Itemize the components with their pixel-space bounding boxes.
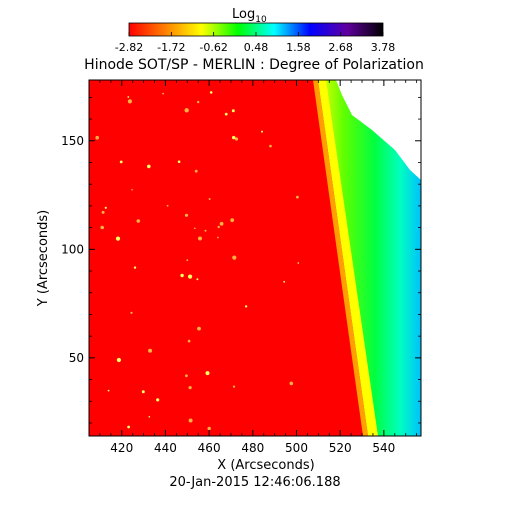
- bright-point: [289, 381, 294, 386]
- bright-point: [147, 164, 151, 169]
- bright-point: [177, 160, 181, 163]
- bright-point: [194, 169, 198, 173]
- bright-point: [115, 236, 121, 241]
- bright-point: [269, 144, 272, 148]
- plot-area: [89, 80, 421, 436]
- bright-point: [196, 278, 199, 281]
- bright-point: [104, 206, 107, 209]
- colorbar-tick-label: -1.72: [157, 41, 185, 54]
- bright-point: [188, 274, 193, 279]
- bright-point: [217, 236, 219, 239]
- bright-point: [208, 198, 211, 200]
- bright-point: [204, 229, 207, 232]
- y-tick-label: 50: [69, 351, 84, 365]
- y-axis-ticks: 50 100 150: [61, 96, 421, 424]
- bright-points: [95, 91, 300, 431]
- x-axis-ticks: 420 440 460 480 500 520 540: [99, 80, 418, 455]
- bright-point: [131, 189, 133, 191]
- bright-point: [184, 213, 189, 217]
- bright-point: [232, 385, 236, 388]
- bright-point: [184, 108, 189, 113]
- bright-point: [95, 135, 99, 140]
- colorbar-tick-label: 0.48: [244, 41, 269, 54]
- x-tick-label: 460: [198, 441, 221, 455]
- bright-point: [180, 273, 184, 278]
- bright-point: [207, 426, 211, 431]
- bright-point: [232, 255, 237, 260]
- bright-point: [101, 210, 105, 214]
- bright-point: [156, 398, 160, 402]
- bright-point: [136, 219, 141, 223]
- limb-orange-edge: [313, 80, 368, 436]
- bright-point: [194, 227, 196, 230]
- colorbar-tick-label: 3.78: [371, 41, 396, 54]
- x-tick-label: 520: [329, 441, 352, 455]
- bright-point: [232, 135, 236, 140]
- bright-point: [224, 112, 228, 116]
- colorbar-tick-label: -2.82: [115, 41, 143, 54]
- bright-point: [283, 280, 286, 283]
- bright-point: [127, 425, 130, 429]
- colorbar-title: Log10: [232, 7, 267, 25]
- x-tick-label: 540: [372, 441, 395, 455]
- bright-point: [230, 218, 235, 223]
- x-tick-label: 440: [154, 441, 177, 455]
- off-limb-gap: [336, 80, 421, 180]
- bright-point: [100, 225, 104, 230]
- bright-point: [261, 130, 263, 133]
- bright-point: [141, 390, 145, 394]
- bright-point: [296, 195, 299, 199]
- bright-point: [188, 418, 193, 423]
- bright-point: [297, 262, 300, 264]
- bright-point: [198, 236, 202, 241]
- bright-point: [186, 259, 189, 262]
- bright-point: [187, 339, 191, 343]
- bright-point: [188, 386, 192, 390]
- timestamp: 20-Jan-2015 12:46:06.188: [169, 475, 340, 490]
- colorbar-tick-label: 1.58: [286, 41, 311, 54]
- bright-point: [231, 109, 235, 113]
- bright-point: [148, 416, 151, 418]
- bright-point: [127, 96, 130, 98]
- bright-point: [162, 92, 165, 95]
- bright-point: [166, 204, 169, 207]
- bright-point: [205, 371, 210, 376]
- bright-point: [116, 357, 121, 363]
- bright-point: [119, 160, 123, 164]
- y-tick-label: 100: [61, 242, 84, 256]
- colorbar-tick-label: 2.68: [328, 41, 353, 54]
- bright-point: [133, 266, 137, 269]
- x-tick-label: 480: [241, 441, 264, 455]
- limb-bright-band: [318, 80, 378, 436]
- bright-point: [130, 311, 133, 314]
- bright-point: [244, 305, 248, 308]
- off-limb-region: [318, 80, 421, 436]
- bright-point: [148, 348, 153, 353]
- bright-point: [217, 225, 220, 229]
- y-axis-label: Y (Arcseconds): [36, 210, 51, 307]
- colorbar-tick-label: -0.62: [199, 41, 227, 54]
- x-tick-label: 500: [285, 441, 308, 455]
- bright-point: [197, 100, 200, 104]
- x-tick-label: 420: [110, 441, 133, 455]
- bright-point: [107, 389, 110, 392]
- plot-frame: [88, 79, 422, 437]
- bright-point: [197, 326, 201, 331]
- chart-title: Hinode SOT/SP - MERLIN : Degree of Polar…: [84, 57, 424, 73]
- y-tick-label: 150: [61, 134, 84, 148]
- colorbar-ticks: -2.82 -1.72 -0.62 0.48 1.58 2.68 3.78: [115, 32, 395, 54]
- bright-point: [234, 137, 239, 141]
- bright-point: [209, 91, 213, 94]
- bright-point: [185, 374, 188, 378]
- bright-point: [219, 221, 224, 226]
- x-axis-label: X (Arcseconds): [217, 458, 314, 473]
- bright-point: [127, 99, 132, 104]
